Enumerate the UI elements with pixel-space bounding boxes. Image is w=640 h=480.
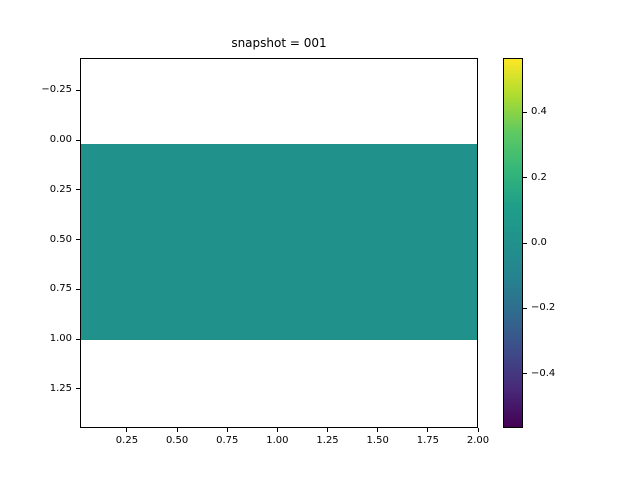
y-tick-label: 0.25 (49, 183, 72, 195)
x-tick-label: 0.25 (115, 435, 139, 446)
y-tick-label: 0.75 (49, 283, 72, 295)
y-tick-mark (76, 189, 80, 191)
y-tick-label: 0.50 (49, 233, 72, 245)
colorbar-tick-label: 0.2 (531, 171, 547, 183)
x-tick-label: 2.00 (466, 435, 490, 446)
x-tick-mark (276, 428, 278, 432)
y-tick-mark (76, 139, 80, 141)
y-tick-label: 0.00 (49, 134, 72, 145)
x-tick-mark (327, 428, 329, 432)
x-tick-label: 1.25 (316, 435, 339, 446)
plot-area (80, 58, 478, 428)
colorbar-tick-label: −0.4 (531, 367, 556, 379)
y-tick-mark (76, 239, 80, 241)
x-tick-mark (126, 428, 128, 432)
y-tick-mark (76, 288, 80, 290)
y-tick-label: −0.25 (41, 84, 72, 96)
colorbar (503, 58, 523, 428)
colorbar-tick-mark (523, 307, 527, 309)
x-tick-label: 0.75 (216, 435, 239, 446)
x-tick-label: 1.00 (266, 435, 289, 446)
chart-title: snapshot = 001 (231, 36, 327, 50)
colorbar-tick-mark (523, 177, 527, 179)
colorbar-tick-label: 0.4 (531, 106, 547, 118)
x-tick-mark (477, 428, 479, 432)
colorbar-tick-mark (523, 242, 527, 244)
x-tick-mark (176, 428, 178, 432)
colorbar-tick-label: −0.2 (531, 302, 556, 314)
x-tick-mark (427, 428, 429, 432)
y-tick-mark (76, 388, 80, 390)
heatmap-band (81, 144, 477, 341)
x-tick-label: 0.50 (165, 435, 189, 446)
colorbar-tick-mark (523, 111, 527, 113)
colorbar-tick-label: 0.0 (531, 237, 547, 248)
x-tick-mark (226, 428, 228, 432)
colorbar-tick-mark (523, 373, 527, 375)
x-tick-label: 1.50 (366, 435, 389, 446)
x-tick-mark (377, 428, 379, 432)
y-tick-label: 1.25 (49, 382, 72, 394)
y-tick-label: 1.00 (49, 333, 72, 345)
x-tick-label: 1.75 (416, 435, 439, 446)
y-tick-mark (76, 338, 80, 340)
y-tick-mark (76, 89, 80, 91)
